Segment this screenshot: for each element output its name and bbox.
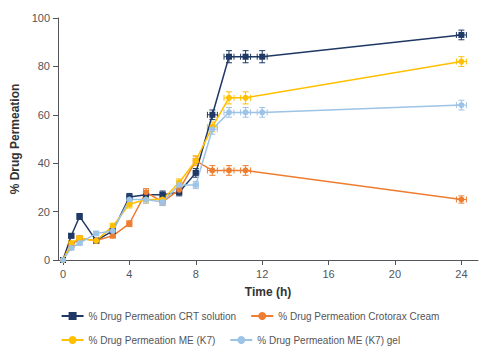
svg-text:60: 60 [38,109,50,121]
svg-text:80: 80 [38,60,50,72]
svg-text:16: 16 [322,268,334,280]
svg-text:40: 40 [38,157,50,169]
svg-text:0: 0 [44,254,50,266]
svg-text:% Drug Permeation: % Drug Permeation [8,84,22,195]
svg-text:24: 24 [455,268,467,280]
svg-text:% Drug Permeation Crotorax Cre: % Drug Permeation Crotorax Cream [278,311,439,322]
svg-text:100: 100 [32,12,50,24]
svg-text:% Drug Permeation ME (K7) gel: % Drug Permeation ME (K7) gel [257,335,400,346]
svg-text:20: 20 [38,206,50,218]
svg-text:Time (h): Time (h) [245,285,291,299]
svg-text:20: 20 [389,268,401,280]
svg-text:4: 4 [126,268,132,280]
svg-text:% Drug Permeation CRT solution: % Drug Permeation CRT solution [89,311,236,322]
svg-text:% Drug Permeation ME (K7): % Drug Permeation ME (K7) [89,335,216,346]
svg-text:0: 0 [60,268,66,280]
svg-text:8: 8 [193,268,199,280]
svg-text:12: 12 [256,268,268,280]
